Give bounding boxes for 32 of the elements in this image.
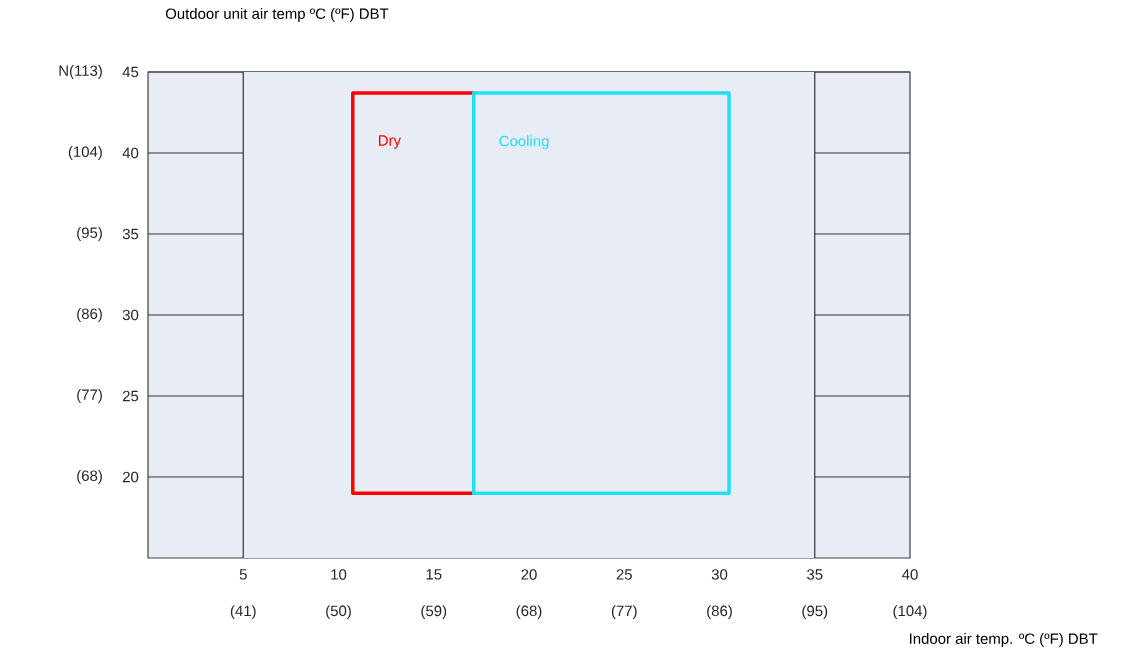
- x-axis-title: Indoor air temp. ºC (ºF) DBT: [910, 633, 1098, 647]
- x-tick-label: 40: [902, 569, 918, 580]
- series-label: Dry: [378, 135, 401, 149]
- text: Cooling: [499, 135, 549, 150]
- y2-tick-label: (68): [77, 470, 102, 484]
- x-tick-label: 20: [521, 569, 537, 580]
- x2-tick-label: (77): [611, 605, 637, 620]
- y2-tick-label: N(113): [59, 65, 102, 79]
- x2-tick-label: (41): [230, 605, 256, 620]
- x2-tick-label: (104): [893, 605, 927, 620]
- x2-tick-label: (68): [516, 605, 542, 620]
- x-tick-label: 30: [711, 569, 728, 580]
- y-tick-label: 25: [122, 390, 139, 402]
- y-tick-label: 30: [122, 309, 139, 321]
- y-tick-label: 35: [122, 228, 139, 240]
- x-tick-label: 25: [616, 569, 632, 580]
- y-tick-label: 45: [122, 66, 139, 78]
- x2-tick-label: (59): [421, 605, 447, 620]
- x-tick-label: 5: [239, 569, 247, 580]
- y-tick-label: 40: [122, 147, 139, 159]
- x-tick-label: 15: [426, 569, 442, 580]
- x2-tick-label: (86): [707, 605, 732, 620]
- x2-tick-label: (95): [802, 605, 828, 620]
- y2-tick-label: (77): [77, 389, 102, 403]
- y2-tick-label: (86): [77, 308, 102, 322]
- y-tick-label: 20: [122, 471, 139, 483]
- x-tick-label: 35: [807, 569, 823, 580]
- x2-tick-label: (50): [326, 605, 351, 620]
- y-axis-title: Outdoor unit air temp ºC (ºF) DBT: [165, 8, 389, 22]
- x-tick-label: 10: [331, 569, 347, 580]
- y2-tick-label: (95): [77, 227, 102, 241]
- y2-tick-label: (104): [68, 146, 102, 160]
